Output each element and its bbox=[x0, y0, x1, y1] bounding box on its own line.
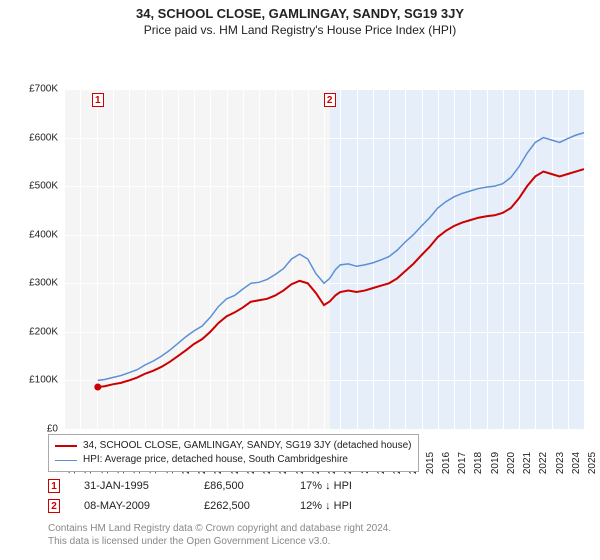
x-axis-label: 2015 bbox=[425, 452, 436, 474]
transaction-row: 1 31-JAN-1995 £86,500 17% ↓ HPI bbox=[48, 476, 352, 496]
x-axis-label: 2022 bbox=[538, 452, 549, 474]
transaction-marker: 2 bbox=[48, 499, 60, 513]
x-axis-label: 2018 bbox=[473, 452, 484, 474]
series-hpi bbox=[98, 133, 584, 381]
x-axis-label: 2020 bbox=[506, 452, 517, 474]
chart-marker: 1 bbox=[92, 93, 104, 107]
legend: 34, SCHOOL CLOSE, GAMLINGAY, SANDY, SG19… bbox=[48, 434, 419, 472]
series-property bbox=[98, 169, 584, 387]
x-axis-label: 2016 bbox=[441, 452, 452, 474]
x-axis-label: 2021 bbox=[522, 452, 533, 474]
series-start-dot bbox=[94, 383, 101, 390]
legend-label: HPI: Average price, detached house, Sout… bbox=[83, 453, 348, 467]
gridline-h bbox=[64, 429, 584, 430]
footer-attribution: Contains HM Land Registry data © Crown c… bbox=[48, 522, 391, 548]
transaction-marker: 1 bbox=[48, 479, 60, 493]
chart-title: 34, SCHOOL CLOSE, GAMLINGAY, SANDY, SG19… bbox=[0, 0, 600, 21]
chart-subtitle: Price paid vs. HM Land Registry's House … bbox=[0, 21, 600, 41]
transaction-delta: 12% ↓ HPI bbox=[300, 500, 352, 512]
legend-label: 34, SCHOOL CLOSE, GAMLINGAY, SANDY, SG19… bbox=[83, 439, 412, 453]
transaction-date: 08-MAY-2009 bbox=[84, 500, 180, 512]
transaction-delta: 17% ↓ HPI bbox=[300, 480, 352, 492]
chart-area: £0£100K£200K£300K£400K£500K£600K£700K199… bbox=[16, 41, 584, 429]
footer-line-2: This data is licensed under the Open Gov… bbox=[48, 535, 391, 548]
transactions-table: 1 31-JAN-1995 £86,500 17% ↓ HPI 2 08-MAY-2009… bbox=[48, 476, 352, 516]
legend-swatch bbox=[55, 445, 77, 447]
x-axis-label: 2024 bbox=[571, 452, 582, 474]
footer-line-1: Contains HM Land Registry data © Crown c… bbox=[48, 522, 391, 535]
transaction-price: £262,500 bbox=[204, 500, 276, 512]
gridline-v bbox=[584, 89, 585, 429]
x-axis-label: 2019 bbox=[490, 452, 501, 474]
transaction-date: 31-JAN-1995 bbox=[84, 480, 180, 492]
x-axis-label: 2023 bbox=[555, 452, 566, 474]
legend-item: HPI: Average price, detached house, Sout… bbox=[55, 453, 412, 467]
legend-swatch bbox=[55, 460, 77, 461]
transaction-row: 2 08-MAY-2009 £262,500 12% ↓ HPI bbox=[48, 496, 352, 516]
transaction-price: £86,500 bbox=[204, 480, 276, 492]
x-axis-label: 2025 bbox=[587, 452, 598, 474]
x-axis-label: 2017 bbox=[457, 452, 468, 474]
legend-item: 34, SCHOOL CLOSE, GAMLINGAY, SANDY, SG19… bbox=[55, 439, 412, 453]
chart-marker: 2 bbox=[324, 93, 336, 107]
